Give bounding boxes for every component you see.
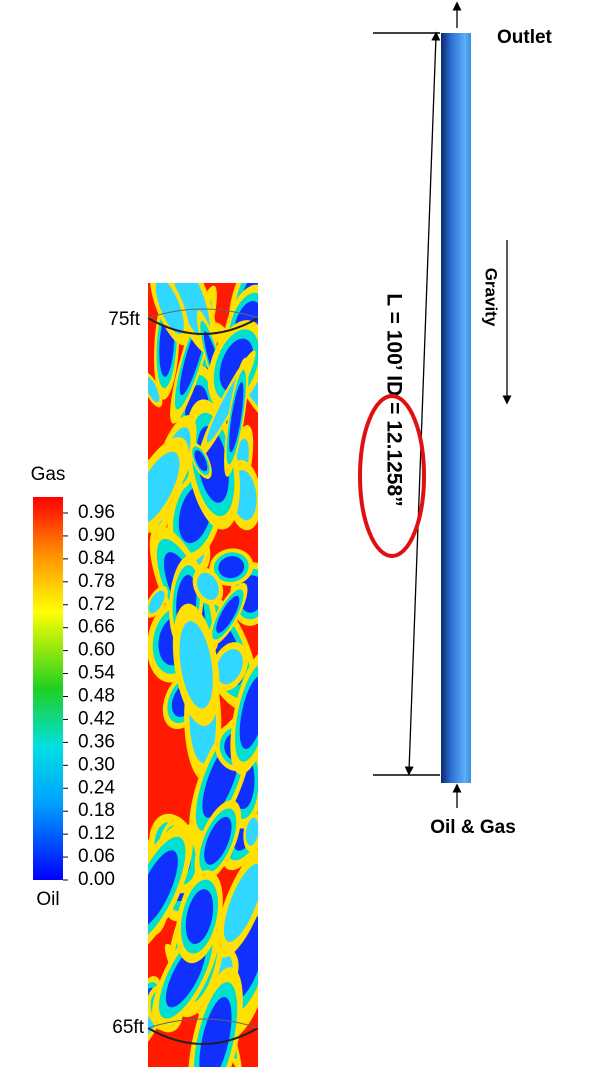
flow-blob xyxy=(179,621,213,709)
colorbar-tick-label: 0.90 xyxy=(78,525,115,546)
flow-blob xyxy=(197,572,219,600)
flow-blob xyxy=(218,556,245,579)
highlight-ellipse xyxy=(358,394,426,558)
colorbar-tick-label: 0.48 xyxy=(78,686,115,707)
flow-blob xyxy=(223,863,258,942)
flow-blob xyxy=(148,850,178,928)
colorbar-tick-label: 0.42 xyxy=(78,708,115,729)
colorbar-tick-label: 0.24 xyxy=(78,777,115,798)
inlet-label: Oil & Gas xyxy=(430,817,516,838)
height-label: 65ft xyxy=(112,1017,144,1038)
gravity-label: Gravity xyxy=(482,268,501,327)
colorbar-title: Gas xyxy=(31,464,66,485)
flow-blob xyxy=(185,889,214,944)
flow-blob xyxy=(245,817,258,846)
colorbar-tick-label: 0.36 xyxy=(78,731,115,752)
flow-blob xyxy=(148,451,180,525)
colorbar-tick-label: 0.96 xyxy=(78,502,115,523)
colorbar xyxy=(33,497,63,880)
flow-blob xyxy=(239,676,258,749)
section-ring xyxy=(147,317,259,335)
colorbar-tick-label: 0.60 xyxy=(78,640,115,661)
height-label: 75ft xyxy=(108,309,140,330)
colorbar-tick-label: 0.06 xyxy=(78,846,115,867)
colorbar-tick-label: 0.18 xyxy=(78,800,115,821)
flow-blob xyxy=(148,376,160,403)
colorbar-tick-label: 0.12 xyxy=(78,823,115,844)
flow-blob xyxy=(194,450,208,472)
section-ring xyxy=(147,1018,259,1029)
length-arrow xyxy=(404,31,441,776)
colorbar-ticks: 0.960.900.840.780.720.660.600.540.480.42… xyxy=(63,502,115,890)
section-ring xyxy=(147,1027,259,1045)
section-ring xyxy=(147,308,259,319)
dimension-label: L = 100’ ID = 12.1258” xyxy=(382,293,405,506)
flow-blob xyxy=(199,997,232,1067)
flow-blob xyxy=(155,283,184,335)
flow-blob xyxy=(148,590,165,614)
flow-blob xyxy=(204,816,232,865)
colorbar-tick-label: 0.54 xyxy=(78,663,115,684)
colorbar-tick-label: 0.66 xyxy=(78,617,115,638)
colorbar-tick-label: 0.30 xyxy=(78,754,115,775)
colorbar-tick-label: 0.72 xyxy=(78,594,115,615)
outlet-label: Outlet xyxy=(497,27,553,48)
colorbar-tick-label: 0.78 xyxy=(78,571,115,592)
flow-blob xyxy=(216,595,240,633)
flow-blob xyxy=(216,649,243,685)
colorbar-tick-label: 0.84 xyxy=(78,548,115,569)
colorbar-bottom-label: Oil xyxy=(36,889,59,910)
pipe xyxy=(441,33,471,783)
flow-blob xyxy=(229,382,244,453)
colorbar-tick-label: 0.00 xyxy=(78,869,115,890)
gas-fraction-field xyxy=(148,283,258,1067)
